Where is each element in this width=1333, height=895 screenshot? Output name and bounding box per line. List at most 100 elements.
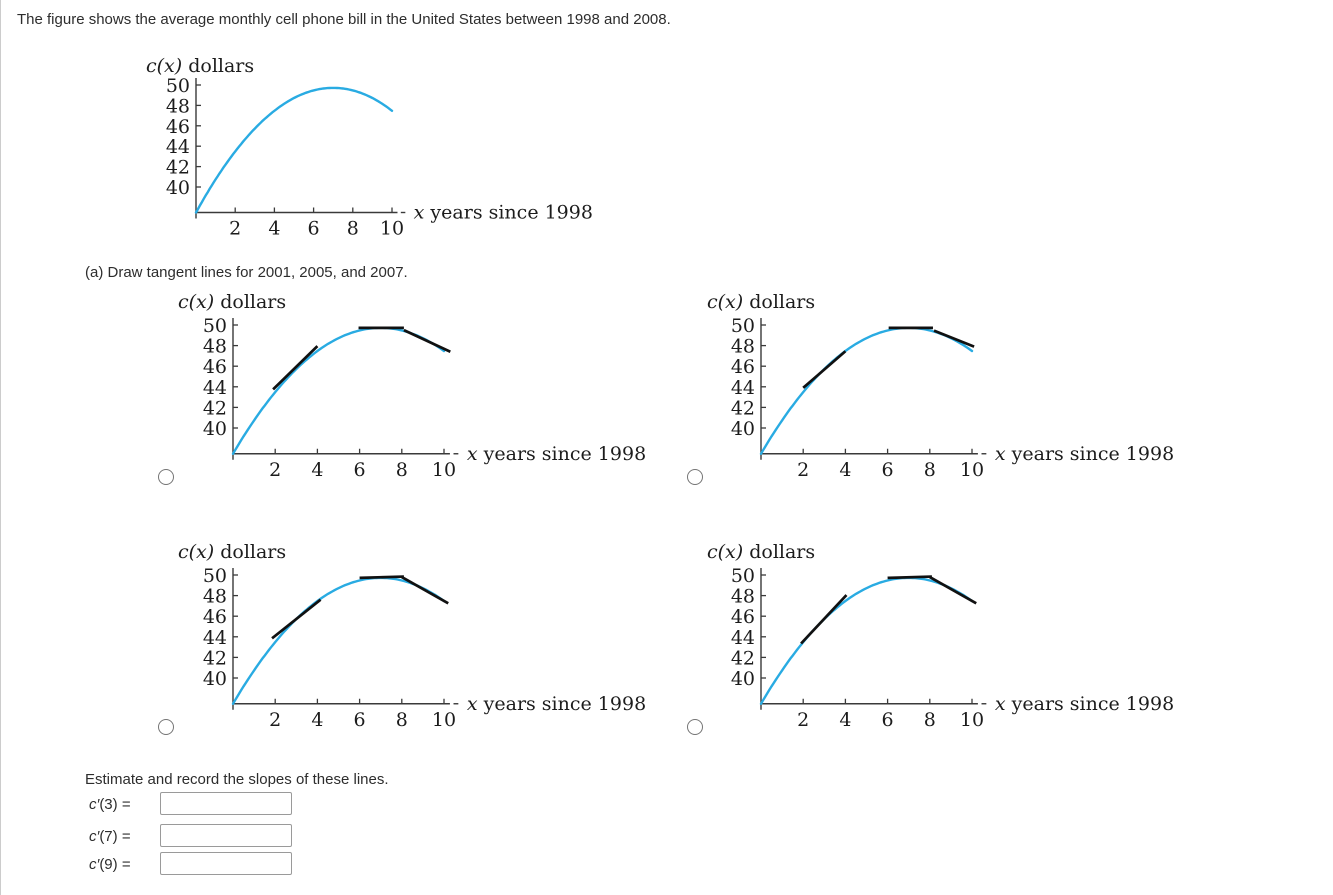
x-tick-label: 2 — [797, 709, 809, 731]
x-tick-label: 4 — [268, 218, 280, 240]
x-tick-label: 2 — [269, 709, 281, 731]
x-tick-label: 2 — [229, 218, 241, 240]
x-tick-label: 4 — [839, 709, 851, 731]
slope-input-c9[interactable] — [160, 852, 292, 875]
x-tick-label: 8 — [396, 709, 408, 731]
x-tick-label: 10 — [380, 218, 404, 240]
y-tick-label: 50 — [731, 565, 755, 587]
func-arg: (9) — [99, 856, 118, 873]
y-tick-label: 40 — [731, 668, 755, 690]
y-tick-label: 48 — [203, 336, 227, 358]
bill-curve — [231, 326, 446, 456]
y-tick-label: 46 — [203, 356, 227, 378]
x-tick-label: 8 — [347, 218, 359, 240]
y-tick-label: 44 — [731, 377, 755, 399]
slope-label-c9: c′(9) = — [89, 856, 131, 873]
func-var: c′ — [89, 828, 100, 845]
y-tick-label: 42 — [203, 647, 227, 669]
x-tick-label: 10 — [432, 459, 456, 481]
x-tick-label: 6 — [354, 709, 366, 731]
y-tick-label: 44 — [731, 627, 755, 649]
x-axis-title: x years since 1998 — [995, 693, 1174, 715]
y-axis-title: c(x) dollars — [146, 55, 254, 77]
y-tick-label: 42 — [731, 647, 755, 669]
y-axis-title: c(x) dollars — [178, 541, 286, 563]
tangent-line — [802, 350, 847, 389]
x-tick-label: 2 — [269, 459, 281, 481]
tangent-line — [800, 594, 848, 645]
y-axis-title: c(x) dollars — [178, 291, 286, 313]
y-tick-label: 42 — [731, 397, 755, 419]
x-tick-label: 8 — [924, 459, 936, 481]
y-axis-title: c(x) dollars — [707, 541, 815, 563]
x-tick-label: 8 — [924, 709, 936, 731]
x-tick-label: 4 — [311, 709, 323, 731]
x-tick-label: 10 — [960, 709, 984, 731]
x-tick-label: 10 — [432, 709, 456, 731]
slope-input-c7[interactable] — [160, 824, 292, 847]
x-tick-label: 6 — [882, 459, 894, 481]
slope-input-c3[interactable] — [160, 792, 292, 815]
y-tick-label: 44 — [203, 377, 227, 399]
func-var: c′ — [89, 856, 100, 873]
tangent-line — [272, 345, 319, 391]
slope-label-c7: c′(7) = — [89, 828, 131, 845]
x-tick-label: 8 — [396, 459, 408, 481]
x-tick-label: 10 — [960, 459, 984, 481]
func-arg: (7) — [99, 828, 118, 845]
y-tick-label: 44 — [166, 136, 190, 158]
tangent-line — [359, 575, 404, 580]
option-4-radio[interactable] — [687, 719, 703, 735]
y-tick-label: 50 — [731, 315, 755, 337]
y-tick-label: 40 — [731, 418, 755, 440]
tangent-line — [929, 575, 977, 605]
x-tick-label: 4 — [311, 459, 323, 481]
bill-curve — [194, 86, 394, 214]
part-a-prompt: (a) Draw tangent lines for 2001, 2005, a… — [85, 264, 408, 281]
x-tick-label: 6 — [882, 709, 894, 731]
y-tick-label: 46 — [166, 116, 190, 138]
bill-curve — [759, 576, 974, 706]
y-tick-label: 46 — [731, 356, 755, 378]
x-axis-title: x years since 1998 — [995, 443, 1174, 465]
x-tick-label: 6 — [354, 459, 366, 481]
x-tick-label: 6 — [308, 218, 320, 240]
estimate-prompt: Estimate and record the slopes of these … — [85, 771, 389, 788]
option-3-radio[interactable] — [158, 719, 174, 735]
y-tick-label: 48 — [731, 586, 755, 608]
y-axis-title: c(x) dollars — [707, 291, 815, 313]
tangent-line — [403, 328, 451, 354]
x-tick-label: 2 — [797, 459, 809, 481]
y-tick-label: 46 — [731, 606, 755, 628]
equals-sign: = — [121, 796, 131, 813]
bill-curve — [231, 576, 446, 706]
x-tick-label: 4 — [839, 459, 851, 481]
equals-sign: = — [121, 856, 131, 873]
tangent-line — [933, 329, 975, 348]
tangent-line — [887, 575, 932, 580]
y-tick-label: 46 — [203, 606, 227, 628]
option-2-radio[interactable] — [687, 469, 703, 485]
y-tick-label: 50 — [166, 75, 190, 97]
y-tick-label: 44 — [203, 627, 227, 649]
func-arg: (3) — [99, 796, 118, 813]
x-axis-title: x years since 1998 — [414, 202, 593, 224]
y-tick-label: 48 — [166, 95, 190, 117]
slope-label-c3: c′(3) = — [89, 796, 131, 813]
x-axis-title: x years since 1998 — [467, 443, 646, 465]
tangent-line — [271, 598, 322, 640]
tangent-line — [401, 575, 449, 605]
y-tick-label: 50 — [203, 315, 227, 337]
equals-sign: = — [121, 828, 131, 845]
func-var: c′ — [89, 796, 100, 813]
y-tick-label: 48 — [731, 336, 755, 358]
y-tick-label: 40 — [166, 177, 190, 199]
y-tick-label: 42 — [203, 397, 227, 419]
problem-statement: The figure shows the average monthly cel… — [17, 11, 671, 28]
option-1-radio[interactable] — [158, 469, 174, 485]
